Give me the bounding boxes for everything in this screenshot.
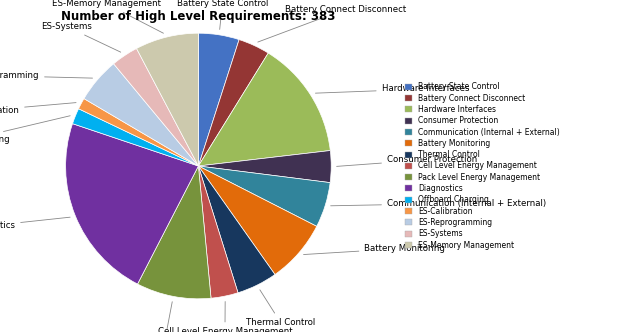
Text: Offboard Charging: Offboard Charging	[0, 116, 70, 144]
Text: ES-Calibration: ES-Calibration	[0, 103, 76, 115]
Wedge shape	[198, 166, 238, 298]
Text: ES-Systems: ES-Systems	[42, 22, 121, 52]
Text: Consumer Protection: Consumer Protection	[337, 155, 477, 166]
Wedge shape	[198, 40, 268, 166]
Text: Diagnostics: Diagnostics	[0, 217, 70, 230]
Wedge shape	[72, 109, 198, 166]
Wedge shape	[198, 150, 332, 183]
Wedge shape	[136, 33, 198, 166]
Text: Battery Monitoring: Battery Monitoring	[303, 244, 445, 255]
Text: Pack Level Energy Management: Pack Level Energy Management	[96, 302, 234, 332]
Wedge shape	[66, 124, 198, 284]
Text: Communication (Internal + External): Communication (Internal + External)	[331, 199, 546, 208]
Text: Battery State Control: Battery State Control	[177, 0, 268, 30]
Text: Battery Connect Disconnect: Battery Connect Disconnect	[258, 5, 406, 42]
Text: Cell Level Energy Management: Cell Level Energy Management	[157, 301, 292, 332]
Text: Thermal Control: Thermal Control	[246, 290, 316, 327]
Wedge shape	[114, 48, 198, 166]
Wedge shape	[198, 166, 330, 226]
Wedge shape	[198, 166, 317, 275]
Text: Number of High Level Requirements: 383: Number of High Level Requirements: 383	[61, 10, 335, 23]
Wedge shape	[198, 53, 330, 166]
Text: ES-Reprogramming: ES-Reprogramming	[0, 71, 93, 80]
Wedge shape	[79, 99, 198, 166]
Text: ES-Memory Management: ES-Memory Management	[52, 0, 163, 33]
Wedge shape	[138, 166, 211, 299]
Text: Hardware Interfaces: Hardware Interfaces	[316, 84, 469, 94]
Wedge shape	[198, 33, 239, 166]
Wedge shape	[198, 166, 275, 293]
Legend: Battery State Control, Battery Connect Disconnect, Hardware Interfaces, Consumer: Battery State Control, Battery Connect D…	[404, 81, 562, 251]
Wedge shape	[84, 64, 198, 166]
